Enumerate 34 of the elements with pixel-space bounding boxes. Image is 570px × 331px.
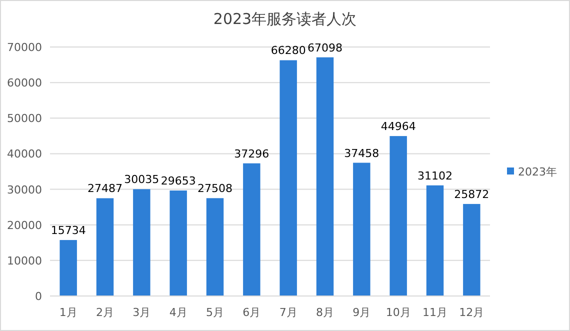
- data-label: 27487: [88, 182, 122, 196]
- xtick: 12月: [459, 306, 484, 319]
- ytick: 60000: [7, 76, 42, 90]
- xtick: 10月: [386, 306, 411, 319]
- xtick: 9月: [352, 306, 371, 319]
- data-label: 66280: [270, 44, 306, 58]
- xtick: 7月: [279, 306, 298, 319]
- data-label: 30035: [124, 173, 160, 186]
- legend: 2023年: [518, 166, 557, 178]
- title: 2023年服务读者人次: [213, 10, 357, 28]
- xtick: 5月: [206, 306, 224, 319]
- data-label: 44964: [380, 120, 416, 134]
- data-label: 37458: [344, 146, 380, 160]
- xtick: 6月: [242, 306, 261, 319]
- data-label: 15734: [50, 224, 86, 238]
- ytick: 30000: [7, 183, 42, 196]
- ytick: 50000: [7, 112, 42, 126]
- data-label: 25872: [454, 188, 490, 201]
- xtick: 11月: [422, 306, 448, 319]
- data-label: 27508: [198, 182, 232, 196]
- xtick: 3月: [132, 306, 151, 319]
- data-label: 37296: [234, 147, 270, 160]
- ytick: 0: [35, 290, 42, 303]
- xtick: 1月: [59, 306, 78, 319]
- ytick: 40000: [7, 148, 42, 161]
- data-label: 31102: [418, 169, 452, 182]
- xtick: 4月: [169, 306, 188, 319]
- xtick: 8月: [316, 306, 334, 319]
- ytick: 10000: [7, 254, 42, 268]
- xtick: 2月: [96, 306, 114, 319]
- data-label: 67098: [308, 41, 342, 54]
- ytick: 70000: [7, 41, 42, 54]
- ytick: 20000: [7, 218, 42, 232]
- data-label: 29653: [160, 174, 196, 188]
